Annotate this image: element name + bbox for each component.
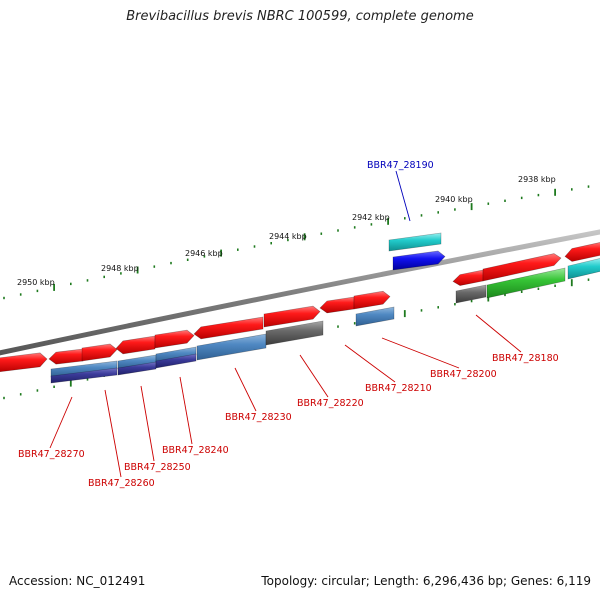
gene-arrow[interactable] (193, 316, 264, 340)
gene-label-bbr47-28220[interactable]: BBR47_28220 (297, 398, 364, 409)
gene-arrow[interactable] (564, 242, 600, 262)
gene-arrow[interactable] (392, 250, 446, 271)
scale-label: 2938 kbp (518, 175, 556, 184)
genome-backbone (0, 229, 600, 356)
leader-line (475, 314, 522, 353)
gene-arrow[interactable] (50, 367, 118, 384)
scale-label: 2944 kbp (269, 232, 307, 241)
gene-arrow[interactable] (452, 269, 484, 286)
leader-line (395, 170, 411, 222)
scale-label: 2940 kbp (435, 195, 473, 204)
gene-label-bbr47-28260[interactable]: BBR47_28260 (88, 478, 155, 489)
gene-arrow[interactable] (455, 284, 487, 304)
gene-arrow[interactable] (319, 296, 355, 314)
gene-arrow[interactable] (388, 232, 442, 252)
leader-line (344, 344, 396, 383)
leader-line (381, 337, 460, 369)
gene-label-bbr47-28190[interactable]: BBR47_28190 (367, 160, 434, 171)
gene-arrow[interactable] (155, 353, 197, 369)
genome-title: Brevibacillus brevis NBRC 100599, comple… (126, 9, 474, 24)
gene-labels: BBR47_28190 BBR47_28180 BBR47_28200 BBR4… (18, 160, 559, 489)
gene-arrow[interactable] (81, 343, 118, 362)
forward-strand-genes (0, 232, 600, 373)
gene-label-bbr47-28240[interactable]: BBR47_28240 (162, 445, 229, 456)
scale-labels: 2950 kbp 2948 kbp 2946 kbp 2944 kbp 2942… (17, 175, 556, 287)
gene-arrow[interactable] (355, 306, 395, 327)
topology-text: Topology: circular; Length: 6,296,436 bp… (261, 574, 591, 588)
leader-line (140, 385, 155, 462)
gene-label-bbr47-28270[interactable]: BBR47_28270 (18, 449, 85, 460)
leader-line (299, 354, 329, 398)
label-leader-lines (49, 170, 522, 478)
accession-text: Accession: NC_012491 (9, 574, 146, 588)
gene-arrow[interactable] (196, 333, 267, 361)
gene-arrow[interactable] (353, 290, 391, 310)
scale-ticks-outer (3, 185, 590, 300)
gene-label-bbr47-28230[interactable]: BBR47_28230 (225, 412, 292, 423)
gene-arrow[interactable] (154, 329, 195, 349)
gene-arrow[interactable] (486, 267, 566, 299)
leader-line (179, 376, 193, 445)
gene-label-bbr47-28180[interactable]: BBR47_28180 (492, 353, 559, 364)
gene-label-bbr47-28250[interactable]: BBR47_28250 (124, 462, 191, 473)
scale-label: 2942 kbp (352, 213, 390, 222)
scale-label: 2950 kbp (17, 278, 55, 287)
gene-arrow[interactable] (482, 253, 562, 282)
leader-line (49, 396, 73, 449)
scale-label: 2948 kbp (101, 264, 139, 273)
gene-arrow[interactable] (265, 320, 324, 346)
gene-arrow[interactable] (117, 361, 157, 376)
scale-label: 2946 kbp (185, 249, 223, 258)
gene-label-bbr47-28200[interactable]: BBR47_28200 (430, 369, 497, 380)
gene-arrow[interactable] (48, 348, 84, 365)
leader-line (104, 389, 122, 478)
reverse-strand-genes (50, 258, 600, 384)
gene-arrow[interactable] (567, 258, 600, 280)
gene-arrow[interactable] (0, 352, 48, 373)
gene-arrow[interactable] (115, 335, 156, 355)
leader-line (234, 367, 257, 412)
gene-label-bbr47-28210[interactable]: BBR47_28210 (365, 383, 432, 394)
gene-arrow[interactable] (263, 305, 321, 328)
